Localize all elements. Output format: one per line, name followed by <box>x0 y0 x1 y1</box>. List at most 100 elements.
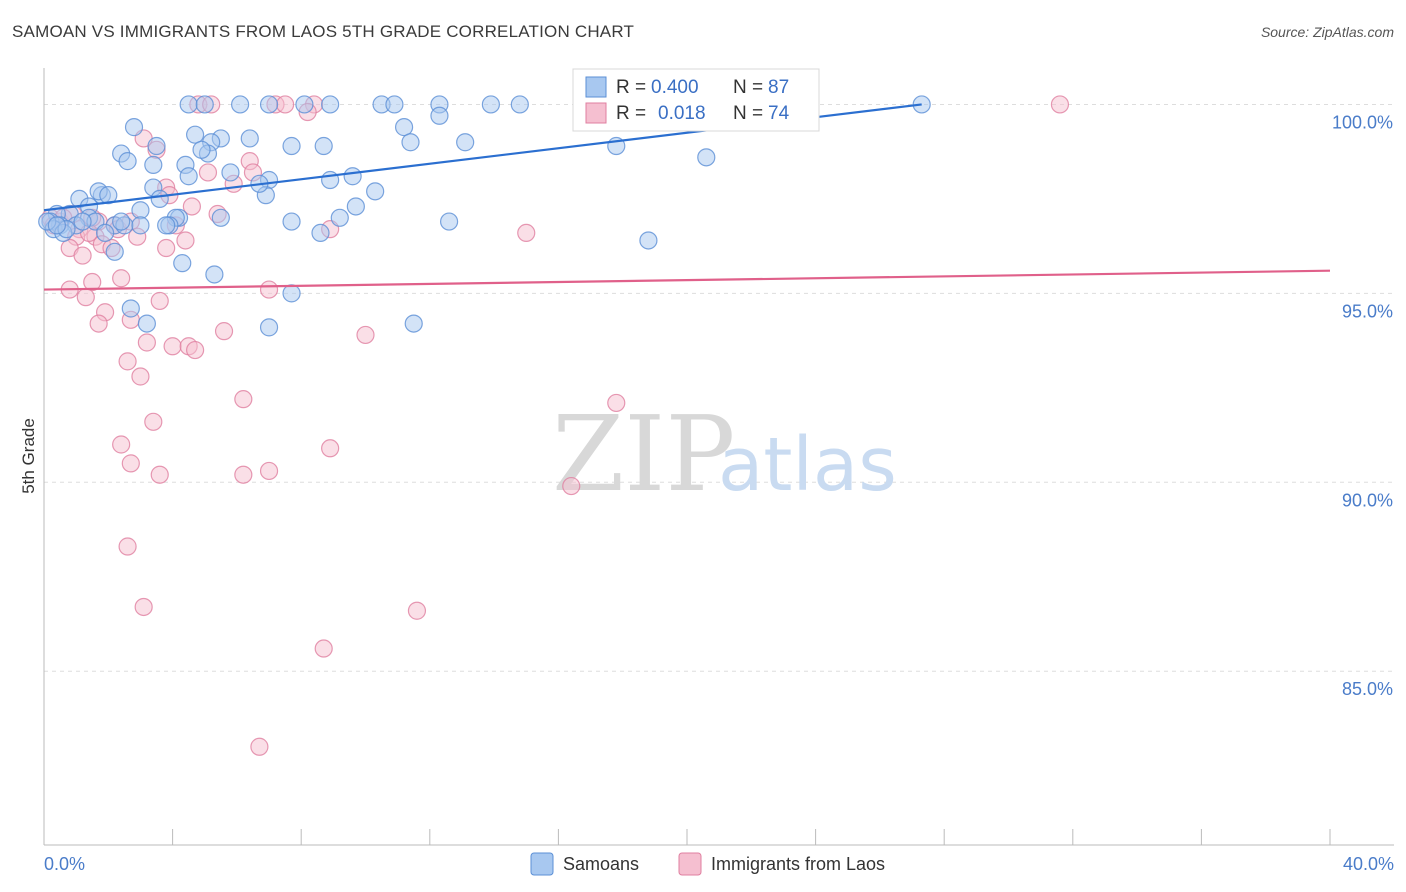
watermark-zip: ZIP <box>552 393 735 515</box>
samoans-point-28 <box>144 155 163 175</box>
samoans-point-64 <box>95 223 115 243</box>
samoans-point-67 <box>105 242 124 261</box>
laos-point-59 <box>118 537 137 556</box>
samoans-point-9 <box>481 95 500 114</box>
laos-point-57 <box>259 461 279 481</box>
stats-n-value-laos: 74 <box>768 103 790 124</box>
samoans-point-42 <box>99 186 118 205</box>
samoans-point-50 <box>282 212 301 231</box>
y-tick-label-100: 100.0% <box>1332 112 1393 132</box>
series-samoans-points <box>38 95 931 337</box>
samoans-point-78 <box>112 212 131 231</box>
laos-point-12 <box>198 163 218 182</box>
samoans-point-72 <box>137 314 156 333</box>
legend: Samoans Immigrants from Laos <box>530 852 885 876</box>
samoans-point-4 <box>295 95 314 114</box>
stats-n-value-samoans: 87 <box>768 77 789 98</box>
samoans-point-69 <box>205 265 224 284</box>
legend-swatch-laos <box>678 852 702 876</box>
trend-lines <box>43 103 1331 291</box>
laos-point-60 <box>134 597 153 617</box>
samoans-point-51 <box>330 208 349 227</box>
samoans-point-3 <box>259 95 279 114</box>
laos-point-37 <box>150 291 169 311</box>
stats-r-label-samoans: R = <box>616 77 646 98</box>
laos-point-46 <box>186 340 205 360</box>
samoans-point-73 <box>259 318 279 337</box>
x-tick-label-min: 0.0% <box>44 854 85 874</box>
laos-point-55 <box>150 465 169 484</box>
laos-point-47 <box>118 352 137 371</box>
laos-point-6 <box>1050 95 1070 114</box>
laos-point-36 <box>76 288 95 307</box>
samoans-point-13 <box>124 118 144 137</box>
samoans-point-46 <box>346 197 365 216</box>
samoans-point-52 <box>439 212 459 231</box>
legend-label-laos: Immigrants from Laos <box>711 854 885 874</box>
laos-point-41 <box>214 322 234 341</box>
source-label: Source: ZipAtlas.com <box>1260 24 1394 40</box>
samoans-point-10 <box>510 95 529 114</box>
stats-r-label-laos: R = <box>616 103 646 124</box>
laos-point-52 <box>112 435 131 454</box>
samoans-point-83 <box>343 167 362 186</box>
laos-point-42 <box>356 325 375 345</box>
samoans-point-5 <box>321 95 340 114</box>
stats-r-value-laos: 0.018 <box>658 103 706 124</box>
y-tick-label-95: 95.0% <box>1342 301 1393 321</box>
x-ticks <box>43 829 1331 845</box>
laos-point-58 <box>562 476 581 496</box>
x-tick-label-max: 40.0% <box>1343 854 1394 874</box>
laos-point-26 <box>176 231 195 250</box>
laos-point-51 <box>144 412 163 431</box>
samoans-point-7 <box>385 95 404 114</box>
samoans-point-84 <box>192 140 211 159</box>
samoans-point-32 <box>179 167 198 186</box>
samoans-point-74 <box>404 314 423 333</box>
laos-point-61 <box>407 601 427 620</box>
samoans-point-60 <box>131 216 150 235</box>
laos-point-43 <box>137 333 156 352</box>
laos-point-62 <box>314 639 333 658</box>
samoans-point-14 <box>186 125 205 144</box>
samoans-point-26 <box>118 152 137 171</box>
samoans-point-85 <box>430 106 449 125</box>
laos-point-48 <box>131 367 150 386</box>
laos-point-33 <box>83 272 102 292</box>
axes <box>43 68 1394 846</box>
y-tick-labels: 85.0% 90.0% 95.0% 100.0% <box>1332 112 1393 699</box>
stats-box: R = 0.400 N = 87 R = 0.018 N = 74 <box>572 68 820 132</box>
stats-swatch-samoans <box>585 76 607 98</box>
grid <box>44 103 1394 672</box>
samoans-point-66 <box>639 231 658 250</box>
stats-n-label-laos: N = <box>733 103 763 124</box>
stats-box-frame <box>572 68 820 132</box>
stats-r-value-samoans: 0.400 <box>651 77 699 98</box>
samoans-point-41 <box>366 182 385 201</box>
samoans-point-1 <box>195 95 214 114</box>
laos-point-56 <box>234 465 253 484</box>
watermark: ZIP atlas <box>552 393 897 515</box>
laos-point-54 <box>121 454 140 473</box>
laos-point-31 <box>157 238 176 258</box>
laos-point-44 <box>163 337 182 356</box>
samoans-point-20 <box>282 136 301 156</box>
laos-point-35 <box>259 280 279 299</box>
legend-swatch-samoans <box>530 852 554 876</box>
samoans-point-70 <box>282 284 301 303</box>
samoans-point-17 <box>394 118 414 137</box>
laos-point-32 <box>112 269 131 288</box>
samoans-point-31 <box>697 148 716 167</box>
samoans-point-21 <box>314 136 333 156</box>
laos-point-39 <box>89 314 108 333</box>
y-tick-label-85: 85.0% <box>1342 679 1393 699</box>
samoans-point-23 <box>456 133 475 152</box>
stats-swatch-laos <box>585 102 607 124</box>
legend-label-samoans: Samoans <box>563 854 639 874</box>
laos-point-73 <box>182 197 201 216</box>
samoans-point-80 <box>47 216 66 235</box>
laos-point-23 <box>517 223 536 243</box>
samoans-point-79 <box>157 216 176 235</box>
y-axis-label: 5th Grade <box>19 418 38 494</box>
